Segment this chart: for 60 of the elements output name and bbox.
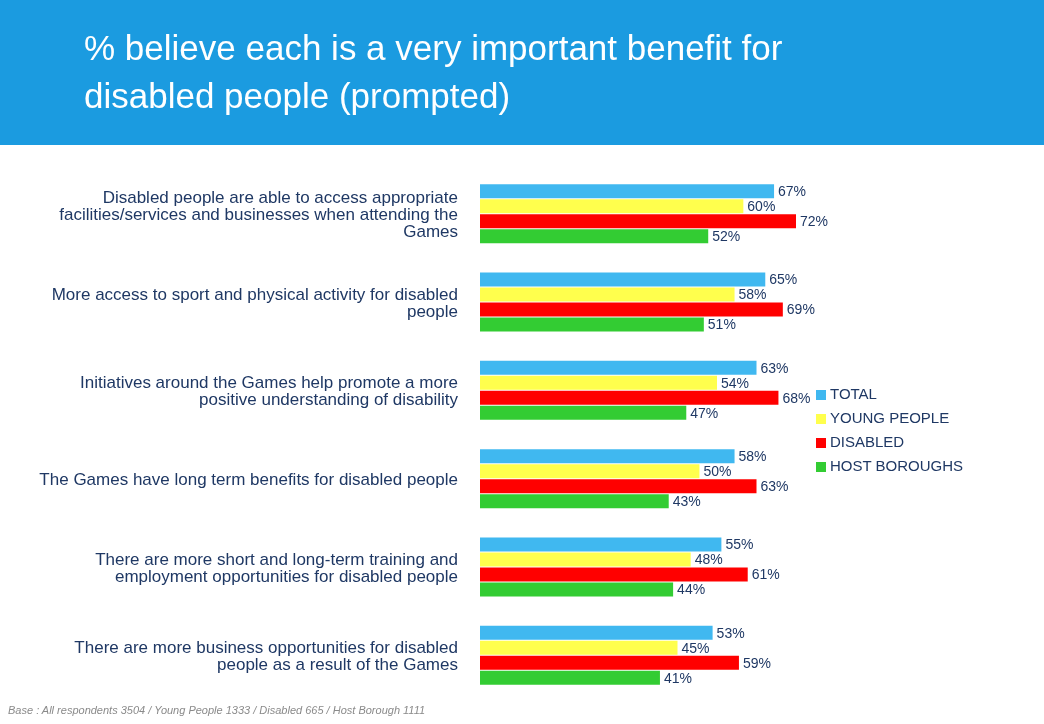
bar: [480, 287, 735, 302]
bar: [480, 214, 796, 229]
data-label: 43%: [672, 493, 701, 510]
bar: [480, 537, 722, 552]
data-label: 67%: [778, 183, 807, 200]
bar: [480, 449, 735, 464]
data-label: 45%: [681, 639, 710, 656]
y-tick-label: More access to sport and physical activity for disabled people: [51, 285, 458, 322]
data-label: 48%: [694, 551, 723, 568]
bar: [480, 670, 660, 685]
chart-title: % believe each is a very important benefit for disabled people (prompted): [84, 27, 784, 117]
data-label: 69%: [786, 301, 815, 318]
bar: [480, 625, 713, 640]
legend-label: DISABLED: [830, 433, 905, 450]
bar: [480, 360, 757, 375]
legend-label: TOTAL: [830, 385, 877, 402]
y-tick-label: The Games have long term benefits for disabled people: [39, 470, 458, 490]
y-tick-label: Initiatives around the Games help promote a more positive understanding of disability: [80, 373, 459, 410]
bar: [480, 184, 775, 199]
bar: [480, 552, 691, 567]
bar: [480, 640, 678, 655]
bar: [480, 390, 779, 405]
bar: [480, 479, 757, 494]
data-label: 53%: [716, 624, 745, 641]
data-label: 59%: [742, 654, 771, 671]
y-tick-label: There are more business opportunities for disabled people as a result of the Games: [74, 638, 458, 675]
bar: [480, 655, 739, 670]
y-tick-label: There are more short and long-term training and employment opportunities for disabled people: [95, 550, 458, 587]
bar: [480, 405, 687, 420]
data-label: 58%: [738, 286, 767, 303]
data-label: 60%: [747, 198, 776, 215]
data-label: 55%: [725, 536, 754, 553]
legend-label: HOST BOROUGHS: [830, 457, 964, 474]
y-tick-label: Disabled people are able to access appropriate facilities/services and businesses when attending the Games: [59, 188, 458, 242]
legend-label: YOUNG PEOPLE: [830, 409, 950, 426]
data-label: 65%: [769, 271, 798, 288]
bar: [480, 582, 674, 597]
data-label: 51%: [707, 316, 736, 333]
bar: [480, 567, 748, 582]
data-label: 54%: [721, 374, 750, 391]
data-label: 63%: [760, 359, 789, 376]
data-label: 58%: [738, 448, 767, 465]
bar: [480, 272, 766, 287]
data-label: 63%: [760, 478, 789, 495]
bar: [480, 317, 704, 332]
bar: [480, 229, 709, 244]
data-label: 50%: [703, 463, 732, 480]
data-label: 68%: [782, 389, 811, 406]
text: Base : All respondents 3504 / Young People 1333 / Disabled 665 / Host Borough 1111: [8, 704, 426, 716]
data-label: 61%: [751, 566, 780, 583]
data-label: 41%: [663, 669, 692, 686]
bar: [480, 302, 783, 317]
data-label: 47%: [690, 404, 719, 421]
data-label: 44%: [677, 581, 706, 598]
bar: [480, 464, 700, 479]
data-label: 72%: [800, 213, 829, 230]
bar: [480, 375, 717, 390]
bar: [480, 494, 669, 509]
data-label: 52%: [712, 228, 741, 245]
bar: [480, 199, 744, 214]
